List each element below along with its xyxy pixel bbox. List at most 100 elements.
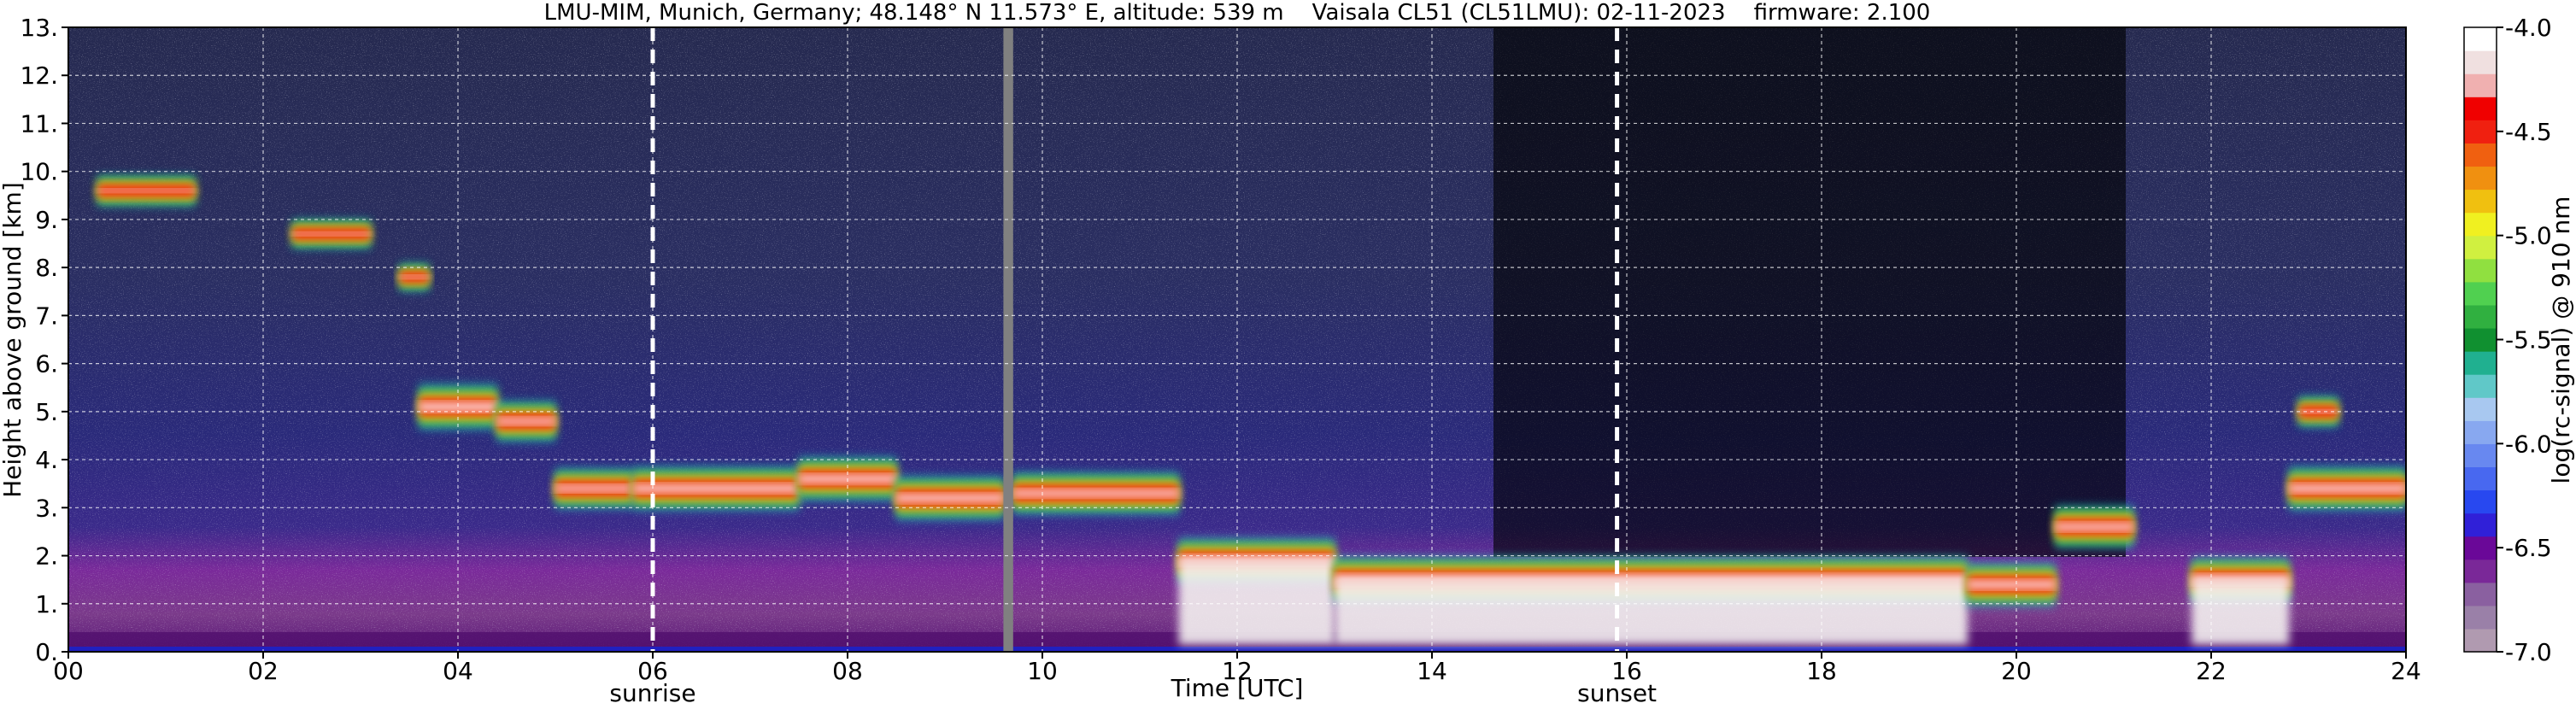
y-tick-label: 9. [35, 206, 58, 234]
colorbar-segment [2464, 120, 2497, 144]
colorbar-segment [2464, 397, 2497, 421]
colorbar-segment [2464, 281, 2497, 306]
x-tick-label: 10 [1027, 657, 1058, 685]
cloud-layer [1335, 554, 1968, 645]
y-tick-label: 12. [20, 62, 58, 90]
cloud-layer [1968, 561, 2056, 608]
x-tick-label: 08 [832, 657, 863, 685]
colorbar-segment [2464, 559, 2497, 583]
colorbar-segment [2464, 605, 2497, 630]
cloud-layer [2055, 504, 2133, 549]
x-axis-label: Time [UTC] [1171, 674, 1304, 702]
cloud-layer-band [292, 232, 371, 236]
colorbar-segment [2464, 27, 2497, 51]
y-axis-ticks: 0. 1. 2. 3. 4. 5. 6. 7. 8. 9. 10. 11. 12. 13. [20, 14, 68, 666]
colorbar-segment [2464, 189, 2497, 214]
x-tick-label: 12 [1222, 657, 1253, 685]
cloud-layer [555, 466, 634, 510]
colorbar-tick-label: -5.0 [2505, 222, 2552, 250]
cloud-layer-band [555, 485, 634, 491]
colorbar-segment [2464, 327, 2497, 352]
colorbar-segment [2464, 420, 2497, 444]
colorbar-segment [2464, 374, 2497, 398]
y-tick-label: 0. [35, 638, 58, 666]
cloud-layer-band [496, 419, 555, 425]
cloud-layer-band [1178, 557, 1335, 565]
colorbar-segment [2464, 50, 2497, 74]
cloud-body [1335, 579, 1968, 645]
x-tick-label: 06 [637, 657, 668, 685]
y-tick-label: 1. [35, 590, 58, 618]
y-tick-label: 5. [35, 398, 58, 426]
x-tick-label: 14 [1417, 657, 1447, 685]
cloud-layer [292, 218, 371, 249]
cloud-layer-band [1012, 490, 1179, 496]
y-tick-label: 8. [35, 254, 58, 282]
y-axis-label: Height above ground [km] [0, 182, 26, 498]
cloud-layer [2289, 465, 2406, 512]
y-tick-label: 10. [20, 158, 58, 186]
colorbar-segment [2464, 235, 2497, 260]
cloud-layer-band [1335, 576, 1968, 584]
colorbar-segment [2464, 536, 2497, 560]
cloud-layer [633, 465, 799, 512]
cloud-layer [896, 475, 1004, 521]
cloud-layer [496, 400, 555, 442]
chart-title: LMU-MIM, Munich, Germany; 48.148° N 11.5… [544, 0, 1931, 26]
colorbar-label: log(rc-signal) @ 910 nm [2547, 196, 2575, 484]
cloud-layer [1178, 536, 1335, 645]
cloud-layer [97, 174, 196, 208]
colorbar-segment [2464, 513, 2497, 537]
colorbar-tick-label: -7.0 [2505, 638, 2552, 666]
y-tick-label: 2. [35, 542, 58, 571]
x-tick-label: 04 [443, 657, 473, 685]
colorbar-segment [2464, 466, 2497, 491]
y-tick-label: 3. [35, 494, 58, 522]
night-dark-region [1493, 27, 2126, 557]
y-tick-label: 4. [35, 446, 58, 474]
colorbar-segment [2464, 304, 2497, 329]
y-tick-label: 6. [35, 350, 58, 378]
colorbar-segment [2464, 351, 2497, 375]
x-tick-label: 24 [2391, 657, 2421, 685]
cloud-layer-band [419, 403, 497, 411]
event-labels: sunrise sunset [609, 679, 1657, 707]
x-tick-label: 16 [1611, 657, 1642, 685]
cloud-layer [2192, 555, 2290, 645]
cloud-body [2192, 579, 2290, 645]
colorbar-segment [2464, 97, 2497, 120]
colorbar-segment [2464, 143, 2497, 167]
x-axis-ticks: 00 02 04 06 08 10 12 14 16 18 20 22 24 [53, 652, 2421, 685]
colorbar-tick-label: -4.0 [2505, 14, 2552, 42]
cloud-layer-band [2055, 524, 2133, 530]
y-tick-label: 7. [35, 302, 58, 330]
cloud-layer-band [2289, 485, 2406, 492]
colorbar-tick-label: -4.5 [2505, 118, 2552, 146]
event-lines [650, 27, 1620, 652]
colorbar-tick-label: -6.0 [2505, 430, 2552, 458]
missing-data-bar [1003, 27, 1013, 652]
colorbar-segment [2464, 166, 2497, 190]
cloud-layer [419, 383, 497, 431]
colorbar [2464, 27, 2497, 653]
x-tick-label: 20 [2001, 657, 2032, 685]
cloud-body [1178, 560, 1335, 645]
event-label: sunset [1577, 679, 1657, 706]
cloud-layer [1012, 471, 1179, 516]
colorbar-segment [2464, 489, 2497, 514]
colorbar-segment [2464, 582, 2497, 606]
cloud-layer-band [399, 275, 429, 278]
x-tick-label: 00 [53, 657, 84, 685]
cloud-layer-band [896, 495, 1004, 501]
cloud-layer-band [1968, 581, 2056, 589]
cloud-layer-band [2192, 576, 2290, 583]
x-tick-label: 02 [248, 657, 279, 685]
colorbar-segment [2464, 258, 2497, 283]
colorbar-segment [2464, 73, 2497, 97]
x-tick-label: 22 [2196, 657, 2227, 685]
cloud-layer-band [633, 485, 799, 492]
colorbar-tick-label: -6.5 [2505, 534, 2552, 562]
colorbar-ticks: -4.0 -4.5 -5.0 -5.5 -6.0 -6.5 -7.0 [2497, 14, 2552, 666]
